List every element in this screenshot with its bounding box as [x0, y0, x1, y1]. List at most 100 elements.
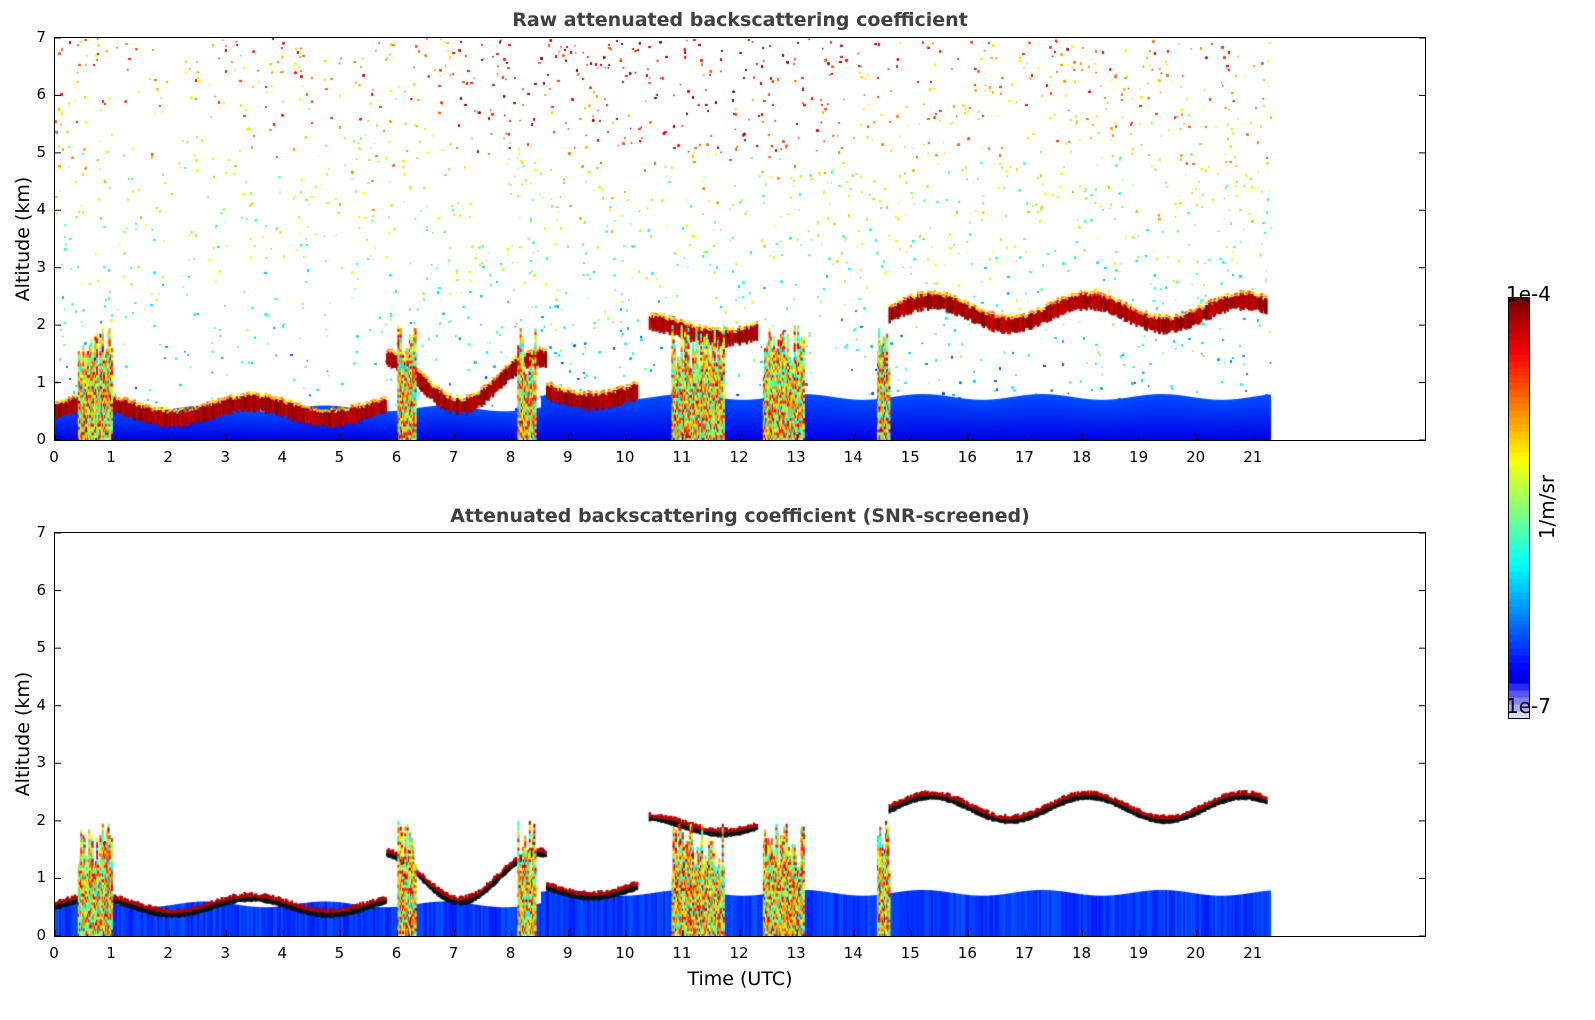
x-tick-label: 11: [672, 944, 692, 962]
colorbar-step: [1509, 305, 1529, 313]
x-tick-label: 13: [786, 944, 806, 962]
colorbar-step: [1509, 620, 1529, 628]
colorbar-step: [1509, 459, 1529, 467]
x-tick-label: 2: [163, 448, 173, 466]
colorbar-step: [1509, 452, 1529, 460]
colorbar-max-label: 1e-4: [1506, 282, 1551, 306]
colorbar-step: [1509, 564, 1529, 572]
x-tick-label: 19: [1129, 448, 1149, 466]
x-tick-label: 12: [729, 944, 749, 962]
x-tick-label: 5: [334, 448, 345, 466]
bottom-panel-plot-area: [54, 532, 1426, 937]
colorbar-step: [1509, 487, 1529, 495]
colorbar-step: [1509, 340, 1529, 348]
x-tick-label: 4: [277, 448, 288, 466]
colorbar-step: [1509, 347, 1529, 355]
x-tick-label: 9: [562, 448, 573, 466]
x-tick-label: 1: [106, 944, 116, 962]
colorbar-step: [1509, 368, 1529, 376]
colorbar-step: [1509, 375, 1529, 383]
y-tick-label: 5: [36, 142, 46, 161]
y-tick-label: 1: [36, 372, 46, 391]
colorbar-step: [1509, 585, 1529, 593]
x-tick-label: 13: [786, 448, 806, 466]
x-tick-label: 8: [505, 448, 516, 466]
x-tick-label: 17: [1014, 944, 1034, 962]
x-tick-label: 14: [843, 448, 863, 466]
x-tick-label: 2: [163, 944, 173, 962]
top-panel-plot-area: [54, 37, 1426, 441]
x-tick-label: 17: [1014, 448, 1034, 466]
colorbar-step: [1509, 641, 1529, 649]
x-tick-label: 0: [49, 448, 59, 466]
bottom-panel-title: Attenuated backscattering coefficient (S…: [450, 505, 1030, 527]
colorbar-step: [1509, 599, 1529, 607]
colorbar-step: [1509, 613, 1529, 621]
colorbar-step: [1509, 382, 1529, 390]
colorbar-step: [1509, 403, 1529, 411]
y-tick-label: 2: [36, 810, 46, 829]
y-tick-label: 7: [36, 523, 46, 541]
x-tick-label: 14: [843, 944, 863, 962]
colorbar-step: [1509, 543, 1529, 551]
colorbar-step: [1509, 515, 1529, 523]
colorbar-step: [1509, 424, 1529, 432]
x-tick-label: 18: [1071, 944, 1092, 962]
screened-backscatter-image: [55, 533, 1425, 936]
colorbar-step: [1509, 298, 1529, 306]
y-tick-label: 6: [36, 580, 46, 599]
colorbar-step: [1509, 417, 1529, 425]
colorbar-step: [1509, 361, 1529, 369]
colorbar-step: [1509, 473, 1529, 481]
colorbar-step: [1509, 690, 1529, 698]
y-tick-label: 0: [36, 926, 46, 944]
colorbar-unit-label: 1/m/sr: [1535, 474, 1559, 540]
colorbar-step: [1509, 501, 1529, 509]
colorbar-step: [1509, 697, 1529, 705]
colorbar-step: [1509, 445, 1529, 453]
x-tick-label: 7: [448, 448, 459, 466]
x-tick-label: 3: [220, 448, 231, 466]
x-tick-label: 6: [391, 448, 402, 466]
y-tick-label: 5: [36, 638, 46, 657]
colorbar-step: [1509, 508, 1529, 516]
colorbar-step: [1509, 396, 1529, 404]
bottom-panel-heatmap: [55, 533, 1425, 936]
x-tick-label: 0: [49, 944, 59, 962]
raw-backscatter-image: [55, 38, 1425, 440]
x-tick-label: 16: [957, 448, 977, 466]
y-tick-label: 3: [36, 257, 46, 276]
colorbar-step: [1509, 410, 1529, 418]
colorbar-step: [1509, 326, 1529, 334]
x-axis-label: Time (UTC): [687, 968, 793, 990]
top-panel-y-axis-label: Altitude (km): [12, 176, 34, 302]
y-tick-label: 3: [36, 753, 46, 772]
x-tick-label: 7: [448, 944, 459, 962]
y-tick-label: 4: [36, 695, 46, 714]
x-tick-label: 1: [106, 448, 116, 466]
colorbar-step: [1509, 536, 1529, 544]
colorbar-step: [1509, 319, 1529, 327]
x-tick-label: 15: [900, 944, 920, 962]
colorbar-step: [1509, 648, 1529, 656]
x-tick-label: 10: [615, 944, 635, 962]
x-tick-label: 18: [1071, 448, 1092, 466]
x-tick-label: 19: [1129, 944, 1149, 962]
colorbar-step: [1509, 529, 1529, 537]
colorbar-gradient: [1509, 298, 1529, 719]
colorbar-step: [1509, 606, 1529, 614]
colorbar-step: [1509, 480, 1529, 488]
colorbar-step: [1509, 634, 1529, 642]
colorbar-step: [1509, 333, 1529, 341]
colorbar-step: [1509, 669, 1529, 677]
x-tick-label: 20: [1186, 448, 1206, 466]
x-tick-label: 15: [900, 448, 920, 466]
x-tick-label: 5: [334, 944, 345, 962]
colorbar-step: [1509, 431, 1529, 439]
colorbar-step: [1509, 662, 1529, 670]
y-tick-label: 7: [36, 28, 46, 46]
top-panel-title: Raw attenuated backscattering coefficien…: [512, 9, 968, 31]
colorbar-step: [1509, 466, 1529, 474]
colorbar-step: [1509, 711, 1529, 719]
x-tick-label: 10: [615, 448, 635, 466]
